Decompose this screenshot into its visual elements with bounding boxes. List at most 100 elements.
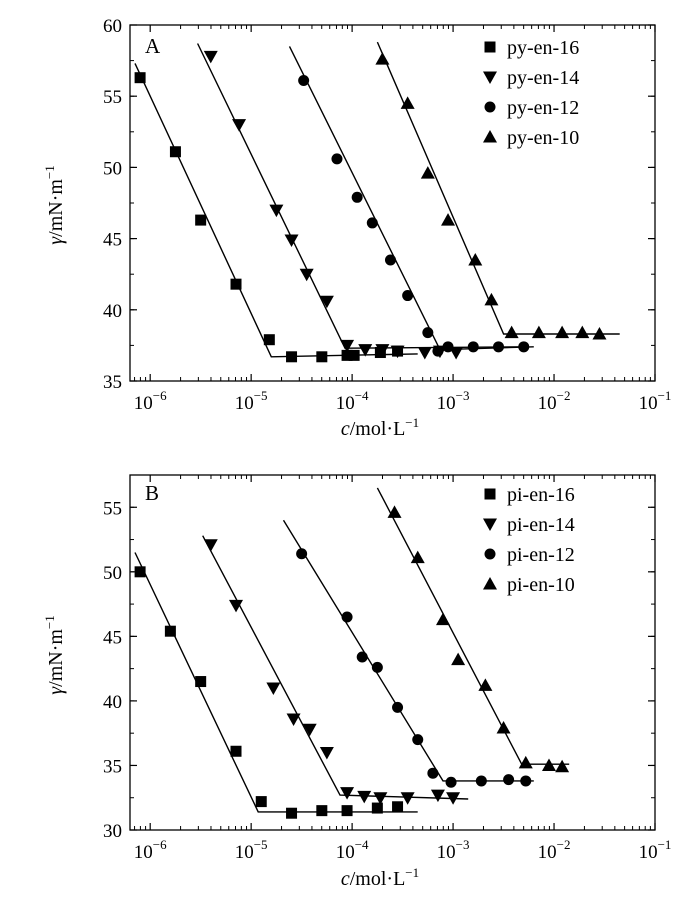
y-tick-label: 30 bbox=[103, 821, 122, 842]
data-point-pi-en-14 bbox=[229, 599, 244, 613]
data-point-py-en-10 bbox=[400, 96, 415, 109]
data-point-py-en-14 bbox=[269, 204, 284, 218]
x-tick-label: 10−1 bbox=[639, 837, 672, 863]
y-tick-label: 60 bbox=[103, 16, 122, 37]
data-point-pi-en-14 bbox=[286, 713, 301, 726]
data-point-py-en-12 bbox=[493, 341, 505, 353]
y-tick-label: 40 bbox=[103, 692, 122, 713]
data-point-pi-en-12 bbox=[427, 767, 439, 779]
x-axis-label-a: c/mol·L−1 bbox=[341, 415, 419, 440]
data-point-py-en-10 bbox=[468, 252, 483, 266]
data-point-py-en-16 bbox=[316, 351, 328, 363]
data-point-pi-en-10 bbox=[387, 505, 402, 518]
y-tick-label: 35 bbox=[103, 756, 122, 777]
x-tick-label: 10−5 bbox=[235, 388, 268, 414]
legend-label-pi-en-12: pi-en-12 bbox=[507, 544, 575, 566]
data-point-py-en-12 bbox=[384, 254, 396, 266]
fit-line-py-en-10 bbox=[376, 41, 620, 335]
data-point-py-en-12 bbox=[518, 341, 530, 353]
data-point-py-en-16 bbox=[263, 334, 275, 346]
data-point-pi-en-14 bbox=[430, 789, 445, 803]
data-point-py-en-12 bbox=[442, 341, 454, 353]
data-point-pi-en-14 bbox=[203, 539, 218, 552]
data-point-pi-en-16 bbox=[255, 796, 267, 808]
data-point-py-en-14 bbox=[390, 345, 405, 359]
data-point-py-en-14 bbox=[284, 234, 299, 248]
data-point-pi-en-16 bbox=[371, 802, 383, 814]
y-tick-label: 35 bbox=[103, 372, 122, 393]
legend-marker-py-en-16 bbox=[484, 41, 496, 53]
panel-label-a: A bbox=[145, 34, 161, 58]
legend-a: py-en-16 py-en-14 py-en-12 py-en-10 bbox=[483, 37, 579, 149]
legend-marker-py-en-10 bbox=[483, 130, 497, 143]
x-tick-label: 10−5 bbox=[235, 837, 268, 863]
data-point-pi-en-14 bbox=[302, 723, 317, 737]
data-point-py-en-14 bbox=[340, 339, 355, 353]
data-point-pi-en-16 bbox=[392, 801, 404, 813]
data-point-pi-en-16 bbox=[195, 676, 207, 688]
legend-label-pi-en-14: pi-en-14 bbox=[507, 514, 575, 536]
data-point-py-en-14 bbox=[319, 295, 334, 309]
y-axis-label-a: γ/mN·m−1 bbox=[42, 165, 67, 245]
data-point-pi-en-12 bbox=[371, 661, 383, 673]
data-point-py-en-10 bbox=[441, 213, 456, 226]
data-point-pi-en-12 bbox=[341, 611, 353, 623]
legend-label-pi-en-10: pi-en-10 bbox=[507, 574, 575, 596]
x-tick-label: 10−3 bbox=[437, 837, 470, 863]
data-point-pi-en-12 bbox=[392, 701, 404, 713]
x-axis-label-b: c/mol·L−1 bbox=[341, 865, 419, 890]
data-point-py-en-16 bbox=[230, 278, 242, 290]
data-point-pi-en-10 bbox=[435, 612, 450, 626]
data-point-pi-en-16 bbox=[134, 566, 146, 578]
x-tick-label: 10−4 bbox=[336, 388, 369, 414]
data-point-pi-en-16 bbox=[164, 625, 176, 637]
data-point-pi-en-16 bbox=[286, 807, 298, 819]
data-point-py-en-10 bbox=[531, 325, 546, 339]
data-point-py-en-16 bbox=[134, 72, 146, 84]
data-point-py-en-12 bbox=[331, 153, 343, 165]
data-point-pi-en-10 bbox=[410, 550, 425, 564]
y-axis-label-b: γ/mN·m−1 bbox=[42, 615, 67, 695]
x-tick-label: 10−6 bbox=[134, 388, 167, 414]
x-tick-label: 10−4 bbox=[336, 837, 369, 863]
data-point-py-en-12 bbox=[422, 327, 434, 339]
fit-line-pi-en-14 bbox=[202, 535, 469, 800]
y-tick-label: 50 bbox=[103, 158, 122, 179]
data-point-pi-en-14 bbox=[266, 682, 281, 695]
data-point-py-en-10 bbox=[420, 166, 435, 179]
legend-marker-pi-en-10 bbox=[483, 577, 497, 590]
data-point-pi-en-10 bbox=[541, 758, 556, 771]
data-point-pi-en-14 bbox=[446, 792, 461, 805]
fit-line-pi-en-16 bbox=[134, 552, 418, 813]
data-point-pi-en-12 bbox=[475, 775, 487, 787]
fit-line-py-en-16 bbox=[134, 63, 418, 358]
data-point-pi-en-10 bbox=[451, 652, 466, 666]
data-point-py-en-12 bbox=[298, 75, 310, 87]
x-tick-label: 10−2 bbox=[538, 837, 571, 863]
data-point-py-en-16 bbox=[195, 214, 207, 226]
legend-label-py-en-16: py-en-16 bbox=[507, 37, 579, 59]
data-point-pi-en-12 bbox=[296, 548, 308, 560]
data-point-pi-en-16 bbox=[316, 805, 328, 817]
legend-label-py-en-12: py-en-12 bbox=[507, 97, 579, 119]
data-point-pi-en-10 bbox=[478, 678, 493, 691]
y-tick-label: 55 bbox=[103, 87, 122, 108]
data-point-pi-en-14 bbox=[357, 790, 372, 804]
data-point-py-en-14 bbox=[375, 344, 390, 357]
x-tick-label: 10−2 bbox=[538, 388, 571, 414]
data-point-pi-en-16 bbox=[230, 745, 242, 757]
y-tick-label: 45 bbox=[103, 230, 122, 251]
data-point-py-en-10 bbox=[375, 52, 390, 65]
data-point-pi-en-10 bbox=[496, 721, 511, 734]
data-point-py-en-10 bbox=[592, 327, 607, 340]
plot-frame-b bbox=[129, 474, 656, 831]
legend-marker-pi-en-14 bbox=[483, 518, 497, 531]
data-point-pi-en-12 bbox=[412, 734, 424, 746]
data-point-py-en-12 bbox=[467, 341, 479, 353]
data-point-py-en-10 bbox=[484, 292, 499, 306]
data-point-pi-en-10 bbox=[518, 755, 533, 769]
data-point-pi-en-14 bbox=[319, 747, 334, 760]
y-tick-label: 45 bbox=[103, 627, 122, 648]
data-point-pi-en-12 bbox=[520, 775, 532, 787]
